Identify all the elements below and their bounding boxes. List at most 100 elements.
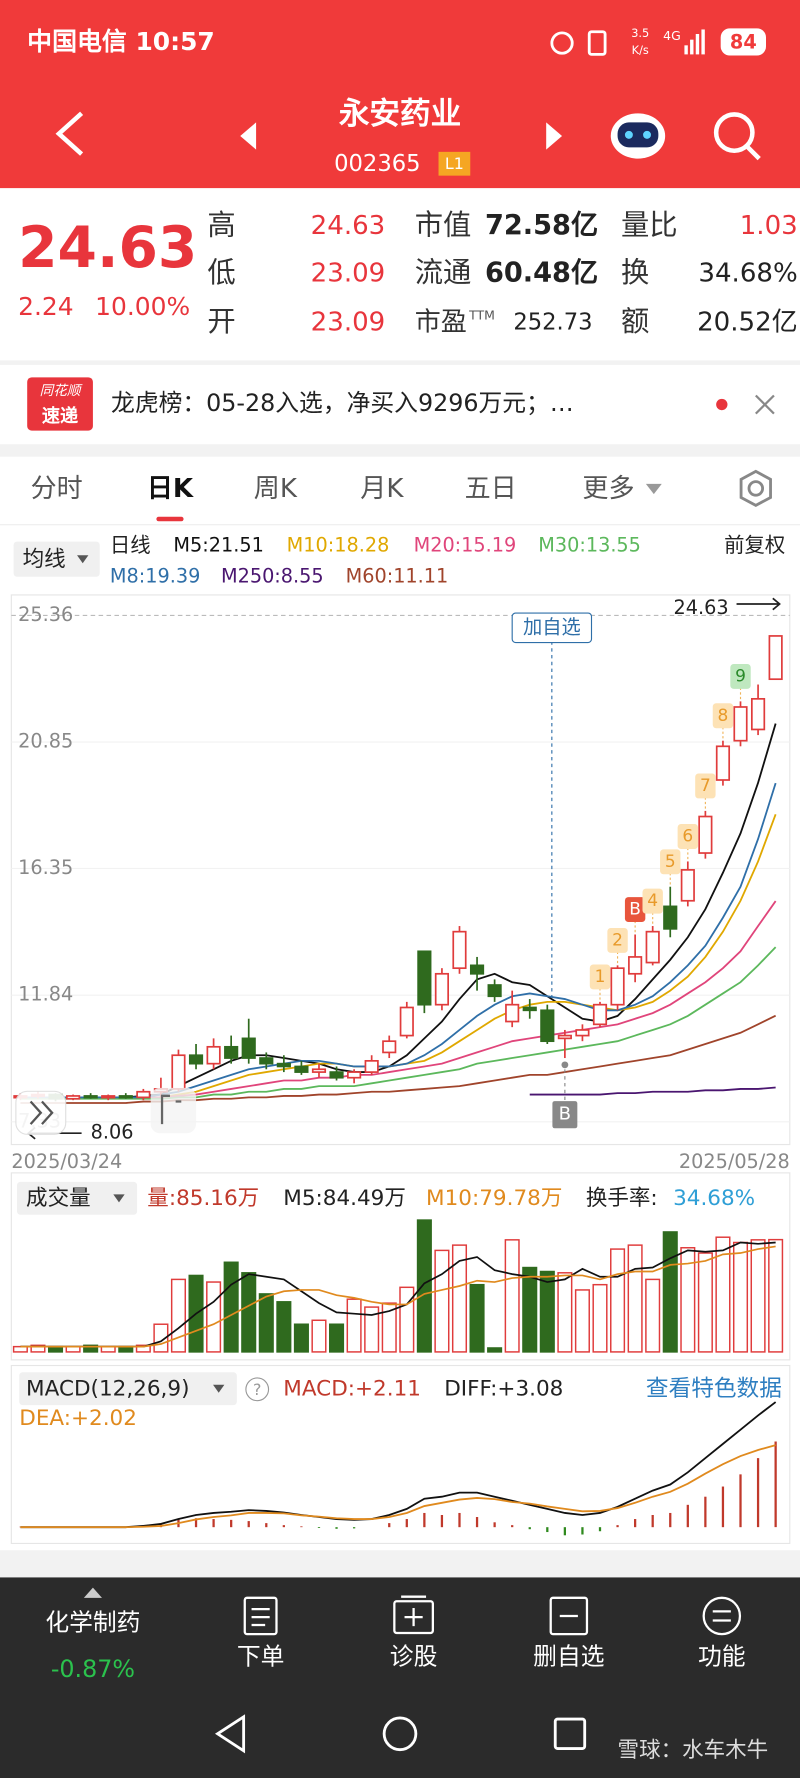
volume-bar — [627, 1244, 643, 1353]
battery: 84 — [730, 31, 757, 54]
macd-button[interactable]: MACD(12,26,9) — [26, 1376, 189, 1401]
stat-sup: TTM — [468, 308, 495, 323]
macd-button-bg[interactable] — [19, 1372, 237, 1406]
stat-label: 高 — [207, 209, 235, 242]
volume-bar — [364, 1306, 380, 1353]
volume-button-bg[interactable] — [16, 1181, 138, 1215]
ma-line — [20, 946, 777, 1100]
end-date: 2025/05/28 — [679, 1150, 790, 1173]
volume-bar — [539, 1270, 555, 1353]
level: L1 — [445, 154, 464, 173]
volume-button[interactable]: 成交量 — [26, 1186, 91, 1211]
sector[interactable]: 化学制药 — [45, 1608, 140, 1636]
volume-bar — [750, 1239, 766, 1353]
candle-body — [733, 706, 748, 742]
volume-legend: 量:85.16万 — [147, 1186, 259, 1211]
dea-value: DEA:+2.02 — [19, 1406, 137, 1431]
volume-bar — [276, 1301, 292, 1353]
y-tick-label: 25.36 — [18, 603, 73, 626]
tab[interactable]: 更多 — [582, 474, 634, 504]
ma-legend: M60:11.11 — [346, 564, 449, 587]
help[interactable]: ? — [253, 1380, 261, 1399]
td-label: 7 — [700, 776, 711, 796]
tab[interactable]: 五日 — [465, 474, 517, 504]
candle-body — [680, 869, 695, 902]
back-button[interactable] — [55, 111, 84, 156]
td-badge — [660, 849, 681, 875]
ma-button[interactable]: 均线 — [23, 547, 66, 572]
stats: 高 24.63 市值 72.58亿 量比 1.03 低 23.09 流通 60.48亿换 34.68… — [207, 209, 797, 338]
candle-body — [469, 964, 485, 975]
tab-underline — [156, 516, 184, 522]
expand-arrow[interactable] — [83, 1587, 102, 1598]
header-bg — [0, 0, 800, 189]
macd-line — [20, 1444, 776, 1529]
stat-value: 252.73 — [513, 309, 592, 335]
max-arrow — [736, 597, 781, 611]
next-stock[interactable] — [546, 122, 563, 150]
change-pct: 10.00% — [95, 292, 190, 321]
stat-value: 34.68% — [698, 259, 797, 289]
settings-icon[interactable] — [739, 469, 772, 508]
tab[interactable]: 分时 — [31, 474, 83, 504]
scroll-icon — [29, 1100, 54, 1125]
candle-body — [417, 950, 432, 1006]
volume-bar — [329, 1323, 345, 1353]
candle-body — [698, 815, 713, 854]
ma-line — [529, 1086, 776, 1096]
menu-item[interactable]: 诊股 — [390, 1642, 438, 1670]
stat-label: 市值 — [415, 209, 472, 242]
candle-body — [224, 1045, 239, 1059]
assistant-icon[interactable] — [610, 113, 666, 159]
watermark: 雪球：水车木牛 — [618, 1738, 769, 1763]
volume-bar — [522, 1266, 538, 1353]
macd-value: MACD:+2.11 — [283, 1376, 421, 1401]
stat-value: 23.09 — [311, 307, 386, 337]
speed: 3.5 — [631, 26, 649, 40]
volume-ma-line — [20, 1241, 776, 1348]
price: 24.63 — [18, 215, 197, 281]
bs-label: B — [559, 1104, 571, 1125]
td-label: 5 — [665, 852, 676, 872]
y-tick-label: 20.85 — [18, 730, 73, 753]
tab[interactable]: 日K — [147, 474, 194, 504]
watch-badge — [511, 612, 593, 644]
td-label: B — [629, 900, 641, 920]
adjust[interactable]: 前复权 — [724, 533, 785, 557]
candle-body — [66, 1095, 81, 1100]
ma-legend: M5:21.51 — [173, 534, 263, 557]
tab[interactable]: 周K — [254, 474, 298, 504]
news-close[interactable] — [755, 394, 775, 415]
macd-chart — [19, 1401, 777, 1536]
kline-chart: 25.3620.8516.3511.847.33加自选B12B45678924.… — [11, 596, 790, 1144]
range-icon — [160, 1094, 182, 1125]
candle-body — [188, 1054, 204, 1065]
volume-bar — [206, 1281, 222, 1353]
dropdown-arrow — [645, 483, 662, 495]
td-badge — [695, 773, 716, 799]
feature-link[interactable]: 查看特色数据 — [646, 1376, 782, 1402]
tabs: 分时 日K 周K 月K 五日 更多 — [31, 474, 662, 522]
volume-bar — [645, 1278, 661, 1353]
volume-bar — [557, 1272, 573, 1353]
bs-badge — [552, 1101, 578, 1129]
search-icon[interactable] — [713, 112, 761, 161]
kline-frame — [10, 594, 791, 1146]
help-icon[interactable] — [245, 1377, 270, 1402]
stat-label: 市盈 — [415, 307, 467, 337]
candle-body — [540, 1009, 555, 1043]
tab[interactable]: 月K — [360, 474, 404, 504]
prev-stock[interactable] — [240, 122, 257, 150]
menu-item[interactable]: 下单 — [237, 1642, 285, 1670]
candle-body — [136, 1090, 151, 1099]
candle-body — [399, 1006, 414, 1037]
volume-bar — [662, 1231, 678, 1353]
news-badge — [27, 377, 93, 431]
period: 日线 — [110, 533, 151, 557]
stock-code: 002365 — [334, 151, 420, 177]
menu-item[interactable]: 删自选 — [533, 1642, 604, 1670]
news-text[interactable]: 龙虎榜：05-28入选，净买入9296万元；… — [111, 389, 574, 417]
menu-item[interactable]: 功能 — [698, 1642, 746, 1670]
ma-button-bg[interactable] — [13, 541, 100, 577]
stat-value: 1.03 — [740, 211, 798, 241]
